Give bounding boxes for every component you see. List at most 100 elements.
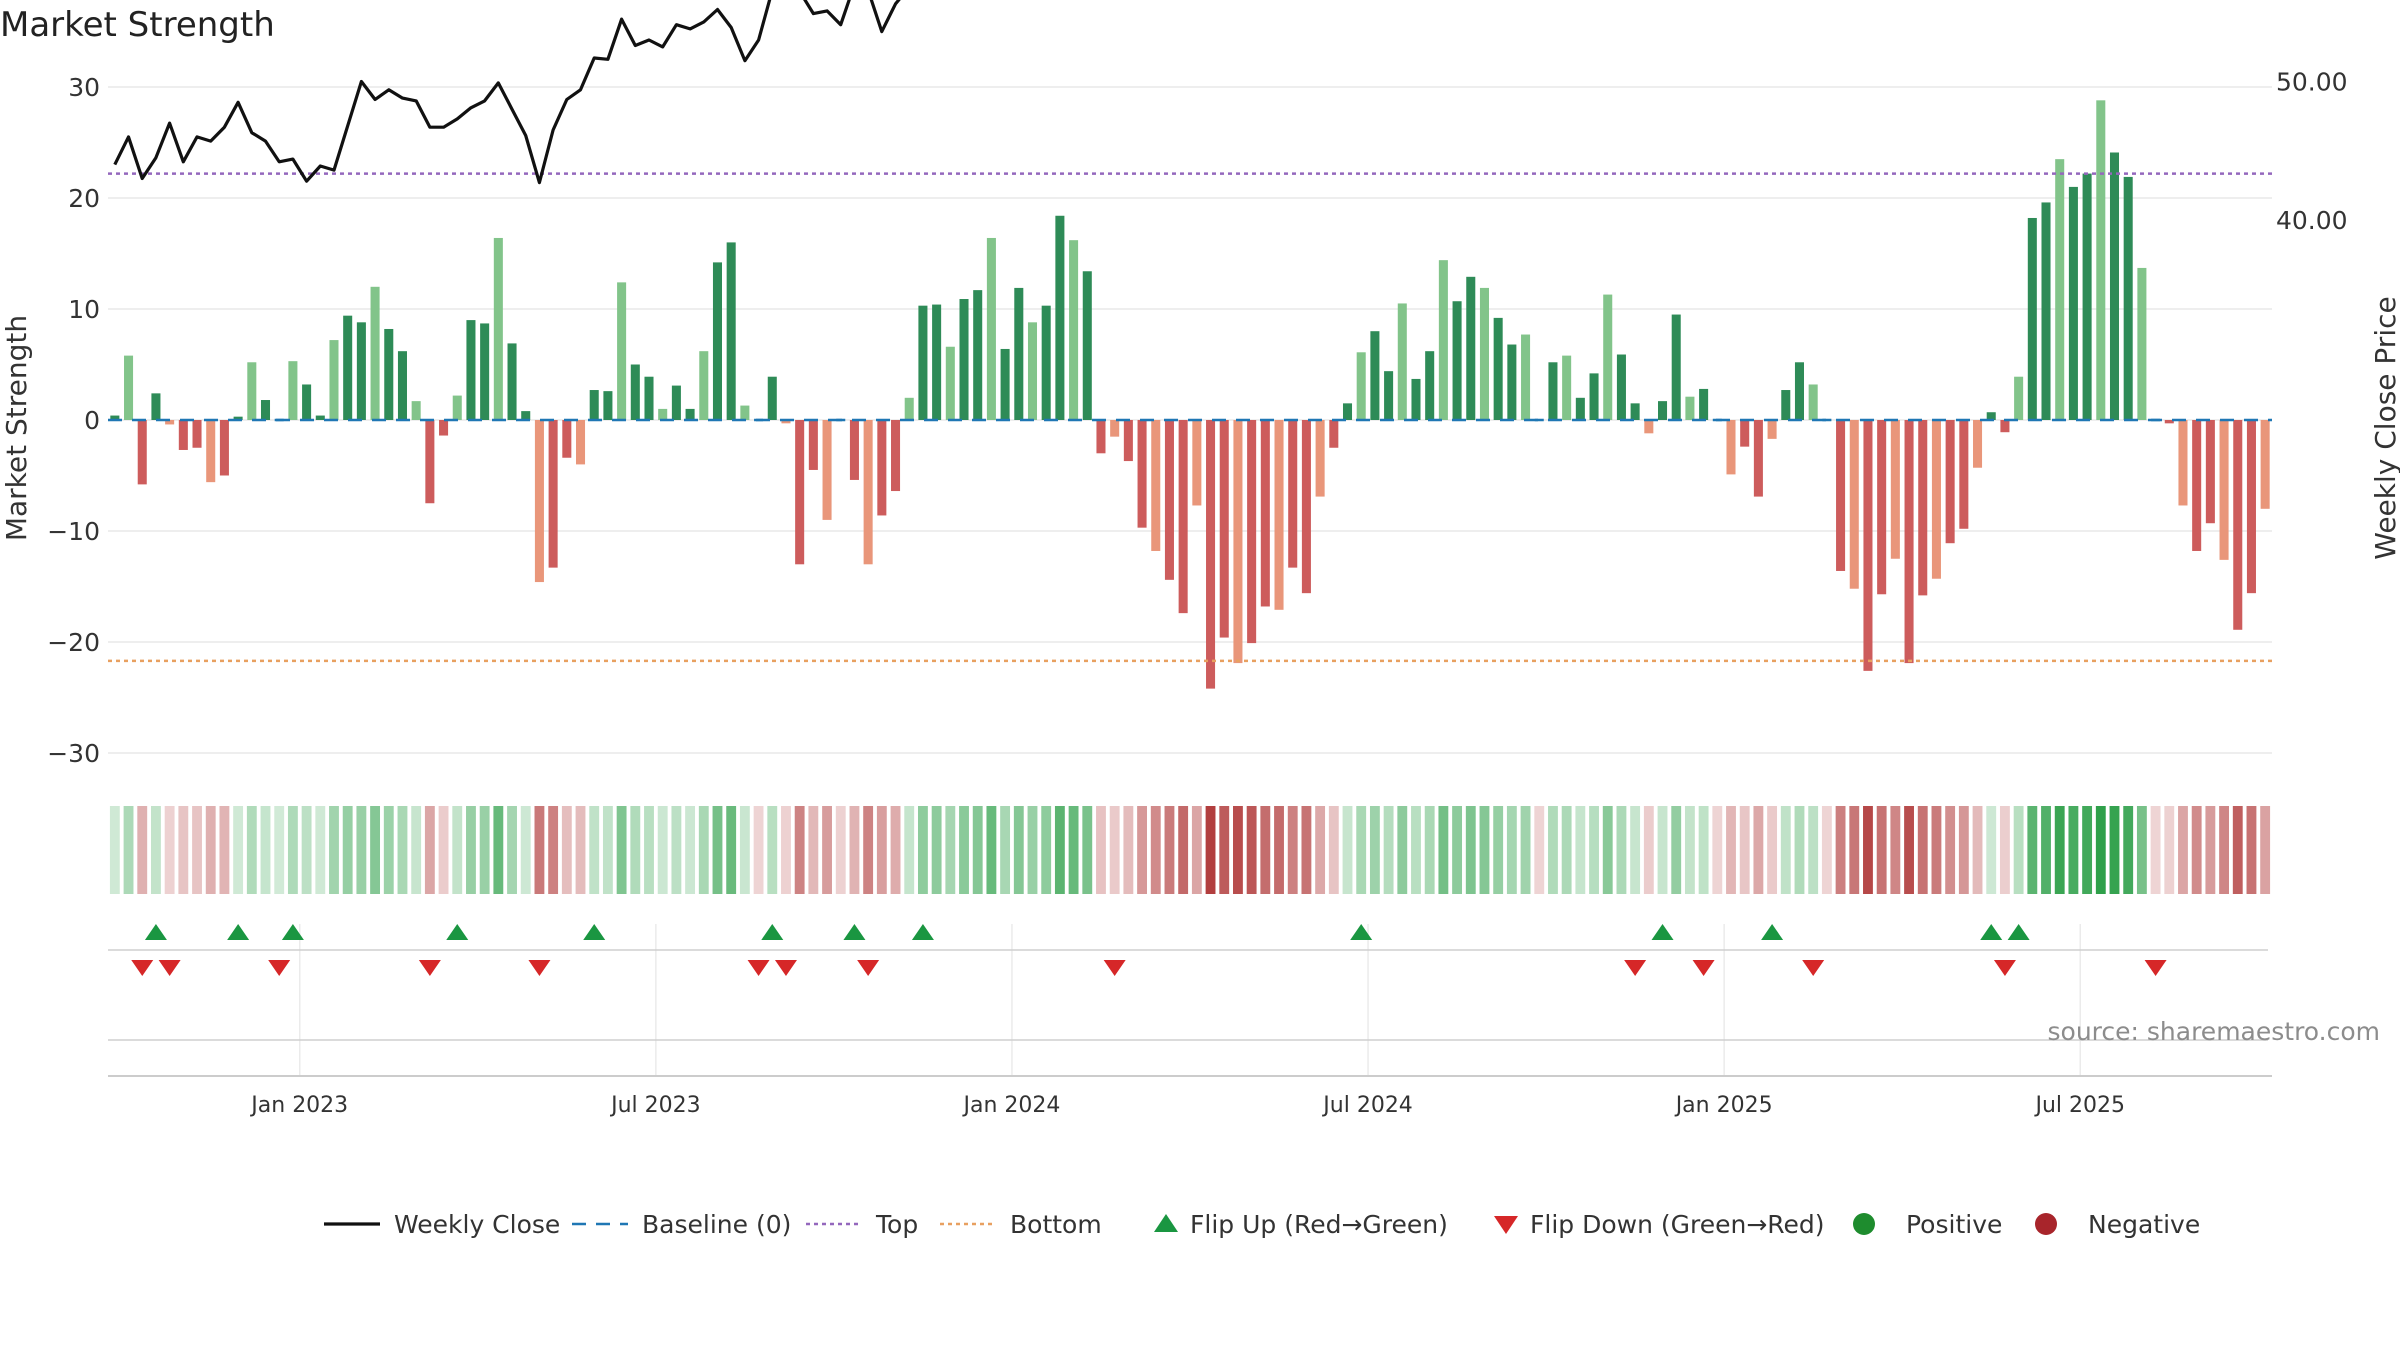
strength-bar (1342, 403, 1353, 420)
heatstrip-cell (1082, 806, 1093, 894)
heatstrip-cell (2219, 806, 2229, 894)
strength-bar (959, 299, 969, 420)
strength-bar (192, 420, 202, 448)
strength-bar (1000, 348, 1010, 420)
strength-bar (1110, 420, 1120, 437)
heatstrip-cell (1890, 806, 1901, 894)
heatstrip-cell (548, 806, 559, 894)
strength-bar (1973, 420, 1983, 468)
heatstrip-cell (2178, 806, 2188, 894)
strength-bar (452, 395, 462, 420)
flip-up-marker (2007, 924, 2030, 940)
strength-bar (1123, 420, 1133, 462)
strength-bar (1959, 420, 1969, 529)
strength-bar (863, 420, 873, 565)
strength-bar (1027, 322, 1038, 420)
strength-bar (945, 346, 955, 420)
heatstrip-cell (246, 806, 257, 894)
strength-bar (1781, 390, 1791, 420)
strength-bar (1233, 420, 1243, 664)
strength-bar (658, 408, 668, 420)
heatstrip-cell (1191, 806, 1202, 894)
heatstrip-cell (1698, 806, 1709, 894)
heatstrip-cell (986, 806, 997, 894)
strength-bar (1411, 378, 1421, 420)
strength-bar (1192, 420, 1202, 506)
strength-bar (1438, 260, 1448, 420)
heatstrip-cell (452, 806, 463, 894)
strength-bar (1247, 420, 1257, 644)
heatstrip-cell (137, 806, 148, 894)
heatstrip-cell (1356, 806, 1367, 894)
flip-down-marker (158, 960, 181, 976)
heatstrip-cell (808, 806, 819, 894)
heatstrip-cell (1904, 806, 1914, 894)
strength-bar (439, 420, 449, 436)
heatstrip-cell (1602, 806, 1613, 894)
strength-bar (1096, 420, 1106, 454)
heatstrip-cell (2041, 806, 2051, 894)
strength-bar (1493, 317, 1503, 420)
legend-item: Baseline (0) (572, 1210, 791, 1239)
heatstrip-cell (2246, 806, 2257, 894)
strength-bar (795, 420, 805, 565)
x-tick-label: Jan 2025 (1674, 1093, 1773, 1118)
heatstrip-cell (2054, 806, 2065, 894)
strength-bar (329, 340, 339, 420)
heatstrip-cell (1219, 806, 1230, 894)
flip-up-marker (761, 924, 784, 940)
strength-bar (315, 415, 325, 420)
strength-bar (630, 364, 640, 420)
strength-bar (2233, 420, 2243, 630)
heatstrip-cell (164, 806, 175, 894)
strength-bar (1288, 420, 1298, 568)
strength-bar (1260, 420, 1270, 607)
strength-bar (548, 420, 558, 568)
strength-bar (1630, 403, 1640, 420)
strength-bar (1657, 401, 1668, 420)
heatstrip-cell (1712, 806, 1723, 894)
strength-bar (1644, 420, 1654, 434)
heatstrip-cell (219, 806, 230, 894)
heatstrip-cell (1671, 806, 1682, 894)
heatstrip-cell (123, 806, 134, 894)
legend-item: Weekly Close (324, 1210, 560, 1239)
heatstrip-cell (1452, 806, 1463, 894)
strength-bar (1356, 352, 1366, 420)
heatstrip-cell (849, 806, 860, 894)
heatstrip-cell (1383, 806, 1394, 894)
heatstrip-cell (1999, 806, 2010, 894)
heatstrip-cell (329, 806, 339, 894)
legend-swatch-negative (2035, 1213, 2057, 1235)
strength-bar (165, 420, 175, 425)
heatstrip-cell (1575, 806, 1586, 894)
legend-label: Weekly Close (394, 1210, 560, 1239)
heatstrip-cell (972, 806, 983, 894)
heatstrip-cell (205, 806, 216, 894)
strength-bar (1863, 420, 1873, 671)
heatstrip-cell (1876, 806, 1887, 894)
strength-bar (466, 320, 476, 420)
heatstrip-cell (561, 806, 572, 894)
heatstrip-cell (479, 806, 490, 894)
strength-bar (575, 420, 586, 465)
strength-bar (699, 351, 709, 420)
strength-bar (918, 305, 928, 420)
flip-up-marker (1350, 924, 1373, 940)
heatstrip-cell (287, 806, 298, 894)
strength-bar (932, 304, 942, 420)
strength-bar (1425, 351, 1435, 420)
legend-item: Positive (1853, 1210, 2002, 1239)
x-tick-label: Jul 2025 (2033, 1093, 2125, 1118)
heatstrip-cell (1657, 806, 1668, 894)
heatstrip-cell (2068, 806, 2079, 894)
heatstrip-cell (1931, 806, 1942, 894)
heatstrip-cell (1643, 806, 1654, 894)
strength-bar (1616, 354, 1626, 420)
flip-up-marker (911, 924, 934, 940)
legend-swatch-positive (1853, 1213, 1875, 1235)
strength-bar (302, 384, 312, 420)
heatstrip-cell (151, 806, 161, 894)
strength-bar (1507, 344, 1517, 420)
heatstrip-cell (1726, 806, 1736, 894)
